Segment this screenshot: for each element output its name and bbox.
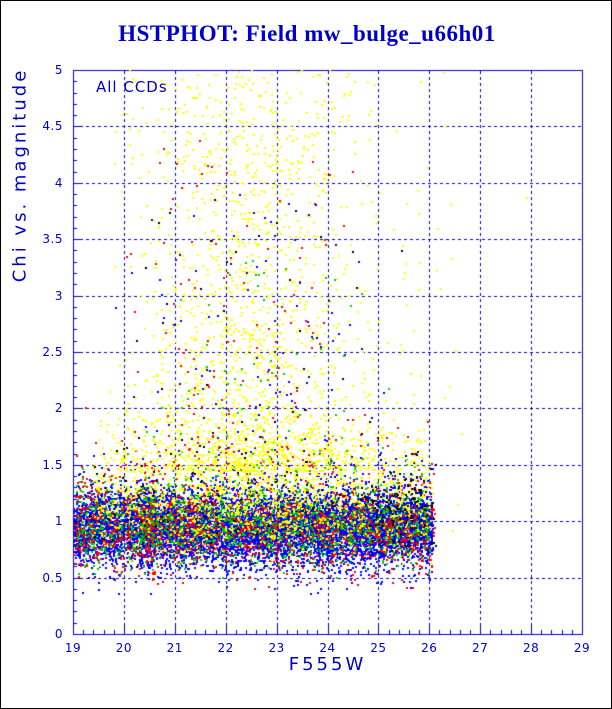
x-tick-label: 22: [217, 641, 234, 655]
plot-title: HSTPHOT: Field mw_bulge_u66h01: [118, 21, 496, 46]
y-tick-label: 5: [54, 63, 63, 77]
y-tick-label: 4.5: [42, 119, 63, 134]
x-tick-label: 29: [573, 641, 591, 655]
y-tick-label: 1.5: [42, 457, 63, 472]
y-tick-label: 1: [54, 514, 63, 529]
y-tick-label: 3.5: [42, 232, 63, 247]
y-tick-label: 2.5: [42, 345, 63, 359]
all-ccds-annotation: All CCDs: [96, 78, 168, 96]
x-tick-label: 19: [64, 641, 82, 655]
x-tick-label: 25: [370, 641, 387, 655]
x-tick-label: 27: [472, 641, 489, 655]
y-tick-label: 4: [54, 175, 63, 190]
x-tick-label: 21: [166, 641, 183, 655]
x-axis-label: F555W: [288, 654, 367, 675]
x-tick-label: 20: [115, 641, 133, 655]
y-tick-label: 3: [54, 288, 63, 303]
y-tick-label: 2: [54, 401, 63, 416]
y-tick-label: 0: [54, 627, 63, 641]
x-tick-label: 26: [421, 641, 438, 655]
x-tick-label: 28: [522, 641, 540, 655]
x-tick-label: 23: [268, 641, 285, 655]
x-tick-label: 24: [319, 641, 336, 655]
y-tick-label: 0.5: [42, 570, 63, 585]
